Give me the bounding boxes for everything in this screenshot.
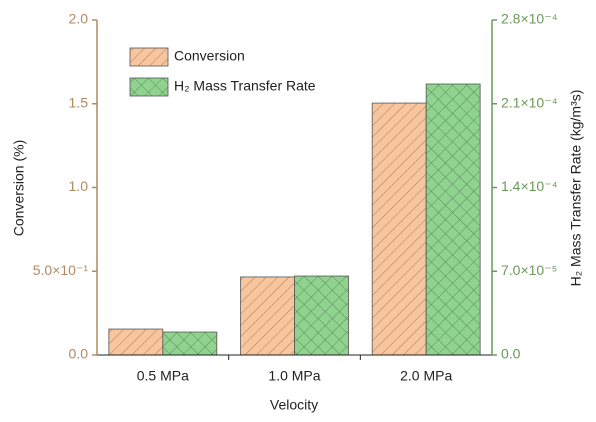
x-tick-label: 1.0 MPa [268, 368, 320, 384]
legend-label: H₂ Mass Transfer Rate [174, 78, 316, 94]
legend-hatch [129, 77, 169, 97]
y2-tick-label: 1.4×10⁻⁴ [501, 178, 558, 194]
y2-tick-label: 2.8×10⁻⁴ [501, 11, 558, 27]
bar [108, 328, 164, 356]
y2-tick-label: 2.1×10⁻⁴ [501, 94, 558, 110]
x-tick-label: 2.0 MPa [400, 368, 452, 384]
bar [294, 275, 349, 356]
x-tick-label: 0.5 MPa [137, 368, 189, 384]
x-axis-label: Velocity [270, 397, 318, 413]
legend-label: Conversion [174, 48, 245, 64]
y-tick-label: 1.0 [69, 178, 89, 194]
y-tick-label: 1.5 [69, 94, 89, 110]
y2-tick-label: 7.0×10⁻⁵ [501, 262, 557, 278]
legend-hatch [129, 47, 169, 67]
y-tick-label: 0.0 [69, 346, 89, 362]
y2-axis-label: H₂ Mass Transfer Rate (kg/m³s) [568, 90, 584, 287]
y-tick-label: 5.0×10⁻¹ [33, 262, 89, 278]
bar [371, 102, 427, 356]
y2-tick-label: 0.0 [501, 346, 521, 362]
y-tick-label: 2.0 [69, 11, 89, 27]
y-axis-label: Conversion (%) [11, 140, 27, 236]
bar [240, 276, 295, 356]
bar [162, 331, 218, 356]
bar [425, 83, 481, 356]
